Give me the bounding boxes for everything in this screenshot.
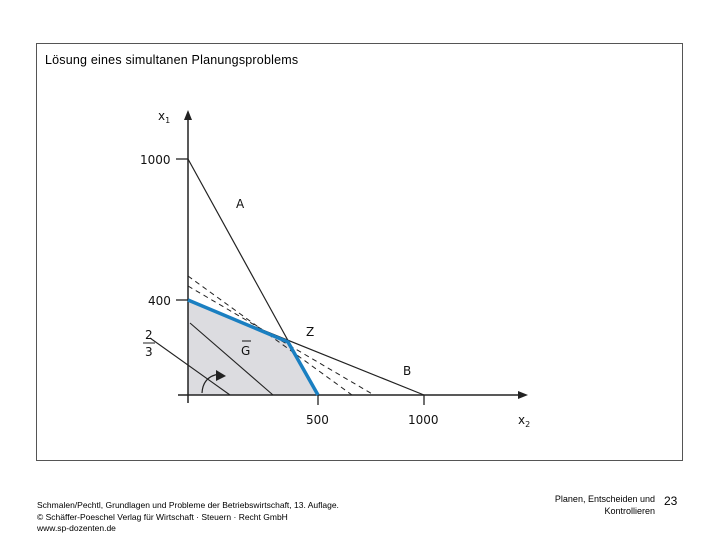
slide-frame: Lösung eines simultanen Planungsproblems: [36, 43, 683, 461]
rotation-arrowhead: [216, 370, 226, 381]
x-tick-1000-label: 1000: [408, 413, 439, 427]
page-number: 23: [664, 494, 678, 508]
y-tick-1000-label: 1000: [140, 153, 171, 167]
fraction-numerator: 2: [145, 328, 153, 342]
line-b-label: B: [403, 364, 411, 378]
feasible-region: [188, 300, 318, 395]
y-axis-label: x1: [158, 109, 170, 125]
citation-line-2: © Schäffer-Poeschel Verlag für Wirtschaf…: [37, 511, 288, 522]
region-g-label: G: [241, 344, 250, 358]
x-axis-arrow: [518, 391, 528, 399]
point-z-label: Z: [306, 325, 314, 339]
objective-slope-line-1: [149, 337, 231, 396]
citation-line-1: Schmalen/Pechtl, Grundlagen und Probleme…: [37, 500, 339, 510]
footer-section: Planen, Entscheiden und Kontrollieren: [555, 494, 655, 517]
optimal-boundary-path: [187, 298, 320, 396]
citation-line-3: www.sp-dozenten.de: [37, 523, 116, 533]
y-axis-arrow: [184, 110, 192, 120]
section-line-2: Kontrollieren: [604, 505, 655, 516]
x-axis-label: x2: [518, 413, 530, 429]
section-line-1: Planen, Entscheiden und: [554, 494, 655, 504]
x-tick-500-label: 500: [306, 413, 329, 427]
y-tick-400-label: 400: [148, 294, 171, 308]
objective-slope-line-2: [189, 322, 274, 396]
footer-citation: Schmalen/Pechtl, Grundlagen und Probleme…: [37, 500, 339, 535]
slide-title: Lösung eines simultanen Planungsproblems: [45, 53, 299, 67]
fraction-denominator: 3: [145, 345, 153, 359]
line-a-label: A: [236, 197, 245, 211]
